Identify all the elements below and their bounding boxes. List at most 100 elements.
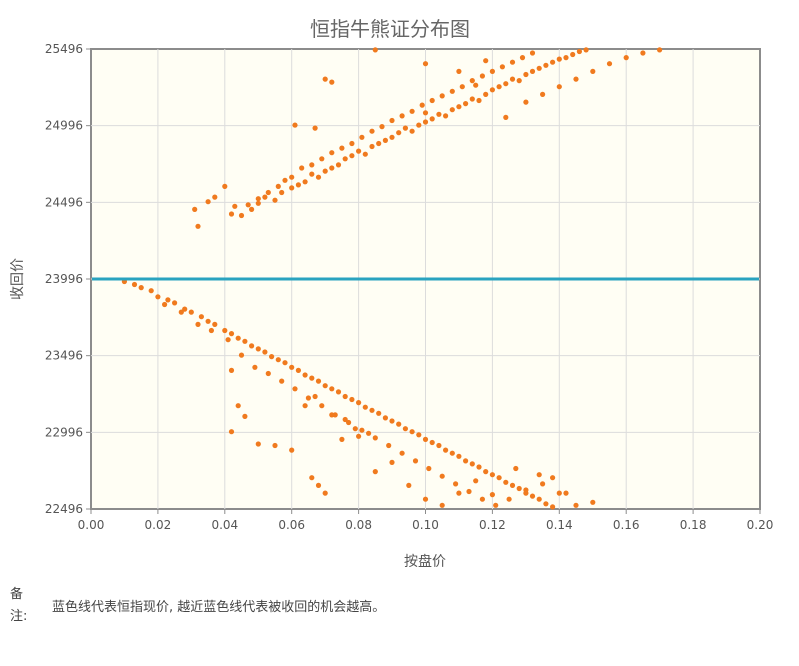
data-point: [255, 200, 261, 206]
data-point: [262, 194, 268, 200]
data-point: [583, 47, 589, 53]
data-point: [309, 171, 315, 177]
data-point: [536, 496, 542, 502]
data-point: [422, 61, 429, 67]
data-point: [439, 473, 445, 479]
data-point: [222, 183, 228, 189]
y-tick-label: 23996: [45, 272, 83, 286]
data-point: [252, 364, 258, 370]
y-tick-label: 23496: [45, 349, 83, 363]
data-point: [573, 76, 579, 82]
y-tick-label: 22496: [45, 502, 83, 516]
data-point: [523, 487, 529, 493]
data-point: [349, 153, 355, 159]
data-point: [466, 488, 472, 495]
data-point: [509, 482, 516, 488]
data-point: [319, 156, 325, 162]
data-point: [249, 343, 255, 349]
data-point: [262, 349, 268, 355]
data-point: [519, 55, 526, 61]
data-point: [456, 104, 462, 110]
data-point: [295, 182, 301, 188]
data-point: [657, 47, 663, 53]
data-point: [489, 472, 495, 478]
data-point: [590, 499, 596, 505]
data-point: [422, 110, 429, 116]
data-point: [456, 453, 462, 459]
data-point: [606, 61, 613, 67]
data-point: [496, 475, 502, 481]
data-point: [228, 367, 235, 373]
note-label: 备注:: [10, 587, 28, 624]
data-point: [289, 174, 295, 180]
data-point: [422, 119, 429, 125]
data-point: [382, 137, 388, 143]
data-point: [473, 478, 479, 484]
data-point: [476, 464, 482, 470]
data-point: [302, 179, 308, 185]
chart-title: 恒指牛熊证分布图: [310, 17, 470, 41]
data-point: [429, 97, 435, 104]
data-point: [463, 101, 469, 107]
data-point: [342, 416, 348, 423]
data-point: [329, 150, 335, 156]
data-point: [399, 113, 405, 119]
data-point: [225, 337, 231, 343]
data-point: [208, 327, 214, 334]
x-tick-label: 0.06: [278, 518, 305, 532]
data-point: [473, 82, 479, 88]
data-point: [295, 367, 301, 373]
data-point: [570, 51, 576, 58]
data-point: [228, 331, 235, 337]
data-point: [556, 84, 562, 90]
data-point: [493, 502, 499, 508]
data-point: [372, 435, 378, 441]
data-point: [148, 288, 154, 294]
data-point: [406, 482, 412, 488]
data-point: [138, 285, 144, 291]
y-tick-label: 24996: [45, 119, 83, 133]
data-point: [443, 113, 449, 119]
data-point: [463, 458, 469, 464]
x-tick-label: 0.10: [412, 518, 439, 532]
data-point: [529, 50, 536, 56]
data-point: [272, 197, 278, 203]
data-point: [366, 430, 372, 436]
data-point: [399, 450, 405, 456]
data-point: [205, 199, 211, 205]
data-point: [356, 148, 362, 154]
data-point: [523, 71, 529, 78]
data-point: [576, 48, 583, 55]
data-point: [469, 78, 475, 84]
data-point: [329, 79, 335, 85]
data-point: [422, 436, 429, 442]
data-point: [436, 442, 442, 449]
y-tick-label: 25496: [45, 42, 83, 56]
data-point: [359, 134, 365, 140]
data-point: [282, 360, 288, 366]
x-tick-label: 0.14: [546, 518, 573, 532]
data-point: [242, 413, 248, 419]
data-point: [479, 73, 485, 79]
data-point: [329, 386, 335, 392]
data-point: [362, 151, 368, 157]
data-point: [339, 436, 345, 442]
data-point: [279, 189, 285, 196]
data-point: [346, 419, 352, 426]
data-point: [509, 76, 516, 82]
data-point: [165, 297, 171, 303]
data-point: [412, 458, 419, 464]
data-point: [192, 206, 198, 212]
data-point: [282, 177, 288, 183]
data-point: [322, 383, 328, 389]
data-point: [453, 481, 459, 487]
data-point: [489, 87, 495, 93]
data-point: [483, 91, 489, 97]
data-point: [315, 482, 322, 488]
data-point: [416, 122, 422, 128]
data-point: [335, 389, 342, 395]
data-point: [255, 196, 261, 202]
x-tick-label: 0.00: [78, 518, 105, 532]
data-point: [339, 145, 345, 151]
data-point: [550, 59, 556, 65]
